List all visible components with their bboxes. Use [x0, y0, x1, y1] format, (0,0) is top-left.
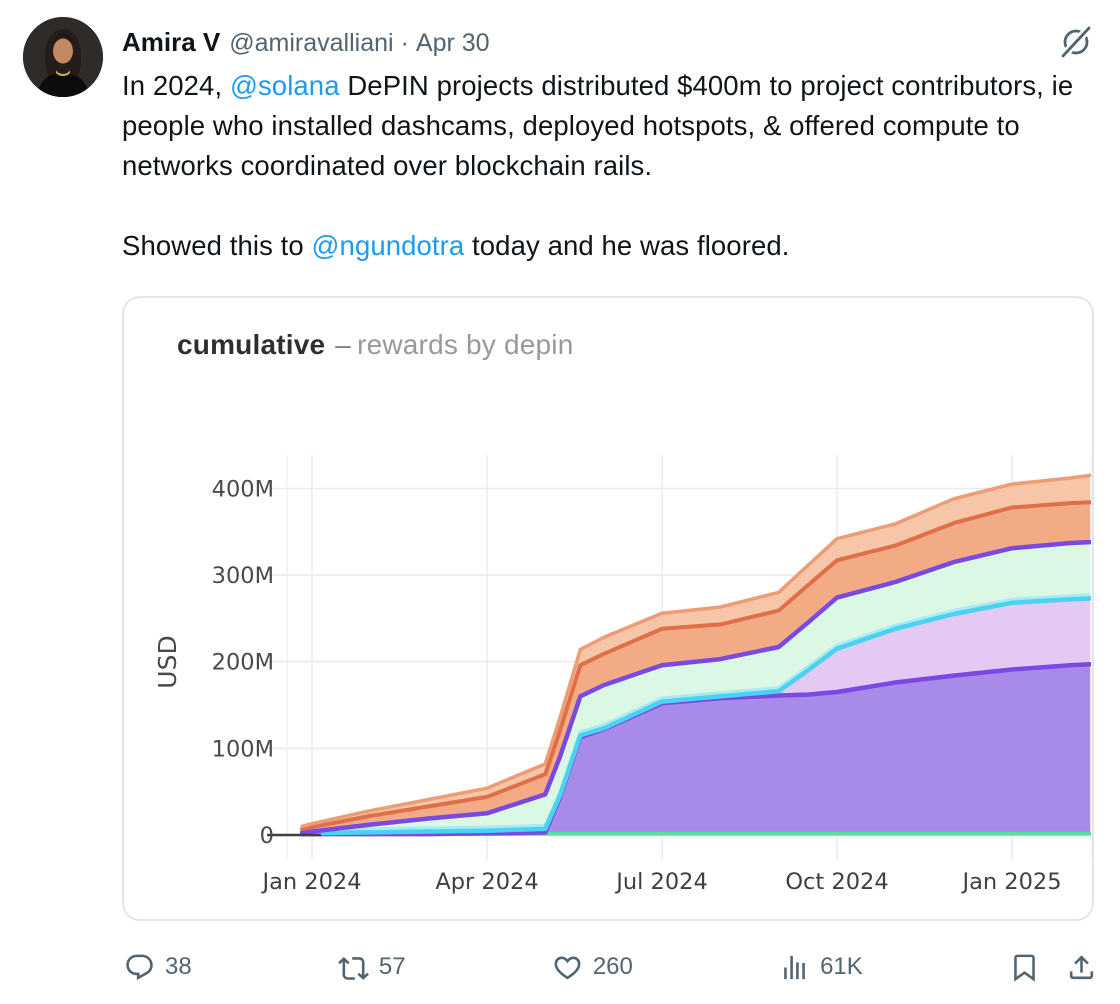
- tweet-text: In 2024, @solana DePIN projects distribu…: [122, 66, 1100, 266]
- bookmark-share-cluster: [1009, 952, 1097, 983]
- y-tick-label: 200M: [212, 650, 274, 676]
- tweet-header: Amira V @amiravalliani · Apr 30: [122, 26, 1042, 59]
- text-segment: Showed this to: [122, 230, 312, 261]
- tweet-paragraph-2: Showed this to @ngundotra today and he w…: [122, 226, 1100, 266]
- reply-button[interactable]: 38: [124, 952, 192, 983]
- x-tick-label: Jan 2024: [260, 869, 361, 895]
- header-separator: ·: [400, 29, 409, 57]
- share-upload-icon: [1069, 954, 1094, 979]
- bookmark-button[interactable]: [1009, 952, 1040, 983]
- bar-chart-icon: [784, 955, 805, 979]
- series-line-lavender-cyan-top: [299, 596, 1091, 836]
- repost-arrows-icon: [337, 956, 369, 980]
- x-tick-label: Apr 2024: [435, 869, 538, 895]
- y-tick-label: 100M: [212, 736, 274, 762]
- grok-actions-button[interactable]: [1056, 22, 1096, 62]
- y-tick-label: 400M: [212, 476, 274, 502]
- chart-title: cumulative – rewards by depin: [177, 329, 574, 361]
- cumulative-rewards-area-chart: 0 100M 200M 300M 400M Jan 2024 Apr 2024 Jul 202…: [153, 455, 1092, 895]
- chart-title-secondary: rewards by depin: [357, 329, 574, 360]
- series-line-mint-purple-top: [299, 539, 1091, 835]
- series-line-orange-inner: [300, 500, 1091, 831]
- author-handle[interactable]: @amiravalliani: [229, 29, 394, 57]
- y-tick-label: 300M: [212, 563, 274, 589]
- y-tick-label: 0: [260, 823, 274, 849]
- tweet-action-bar: 38 57 260 61K: [124, 938, 1097, 996]
- series-halo-lavender-cyan-top: [302, 593, 1091, 832]
- share-button[interactable]: [1066, 952, 1097, 983]
- author-name[interactable]: Amira V: [122, 27, 221, 57]
- avatar-photo: [23, 17, 103, 97]
- grok-slash-icon: [1060, 25, 1092, 59]
- text-segment: In 2024,: [122, 70, 230, 101]
- area-band-lavender-cyan-top: [302, 598, 1091, 835]
- chart-attachment-card[interactable]: 0 100M 200M 300M 400M Jan 2024 Apr 2024 Jul 202…: [122, 296, 1094, 921]
- repost-button[interactable]: 57: [337, 952, 406, 983]
- heart-icon: [554, 956, 581, 979]
- x-tick-label: Jan 2025: [960, 869, 1061, 895]
- like-button[interactable]: 260: [552, 952, 633, 983]
- area-band-orange-inner: [302, 502, 1091, 833]
- x-tick-label: Jul 2024: [614, 869, 708, 895]
- text-segment: today and he was floored.: [464, 230, 790, 261]
- chart-title-primary: cumulative: [177, 329, 326, 360]
- avatar[interactable]: [23, 17, 103, 97]
- text-segment: DePIN projects distributed $400m to proj…: [122, 70, 1074, 181]
- area-band-mint-purple-top: [302, 542, 1091, 834]
- repost-count: 57: [378, 953, 406, 980]
- chart-title-dash: –: [335, 329, 352, 360]
- bookmark-icon: [1014, 954, 1035, 982]
- post-date[interactable]: Apr 30: [415, 29, 490, 57]
- x-tick-label: Oct 2024: [785, 869, 888, 895]
- y-axis-label: USD: [153, 635, 182, 688]
- reply-bubble-icon: [126, 954, 153, 980]
- plot-area: [299, 473, 1091, 837]
- like-count: 260: [592, 953, 633, 980]
- views-button[interactable]: 61K: [779, 952, 863, 983]
- area-band-purple-solid: [302, 664, 1091, 835]
- reply-count: 38: [165, 953, 192, 980]
- view-count: 61K: [820, 953, 863, 980]
- mention-ngundotra[interactable]: @ngundotra: [311, 230, 465, 261]
- series-line-orange-top: [300, 473, 1091, 829]
- mention-solana[interactable]: @solana: [229, 70, 340, 101]
- tweet-paragraph-1: In 2024, @solana DePIN projects distribu…: [122, 66, 1100, 186]
